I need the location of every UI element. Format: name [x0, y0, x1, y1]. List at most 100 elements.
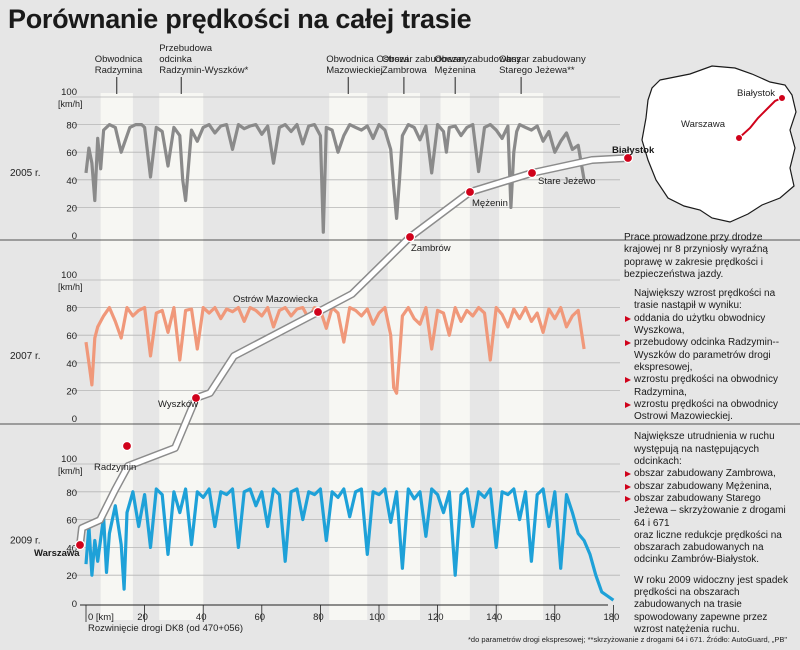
x-tick-label: 180	[603, 612, 619, 623]
zone-label: Obwodnica Radzymina	[95, 54, 143, 76]
route-city-label: Stare Jeżewo	[538, 176, 596, 187]
x-tick-label: 100	[369, 612, 385, 623]
list-item: oddania do użytku obwodnicy Wyszkowa,	[624, 313, 796, 338]
side-panel: Prace prowadzone przy drodze krajowej nr…	[624, 232, 796, 643]
year-label: 2007 r.	[10, 351, 41, 362]
list-item: obszar zabudowany Mężenina,	[624, 481, 796, 493]
y-tick-label: 60	[66, 331, 77, 342]
route-city-dot	[74, 539, 86, 551]
year-label: 2009 r.	[10, 536, 41, 547]
side-p2-intro: Największy wzrost prędkości na trasie na…	[634, 288, 776, 312]
map-city-label: Białystok	[737, 88, 775, 99]
series-line	[84, 487, 615, 602]
y-tick-label: 0	[72, 231, 77, 242]
route-city-dot	[526, 167, 538, 179]
zone-label: Obszar zabudowany Mężenina	[435, 54, 522, 76]
side-paragraph-2: Największy wzrost prędkości na trasie na…	[624, 288, 796, 423]
route-city-label: Wyszków	[158, 399, 198, 410]
y-tick-label: 40	[66, 543, 77, 554]
map-city-dot	[778, 94, 786, 102]
side-p3-outro: oraz liczne redukcje prędkości na obszar…	[634, 529, 782, 566]
map-route	[738, 97, 783, 139]
route-city-label: Białystok	[612, 145, 655, 156]
y-tick-label: 100	[61, 454, 77, 465]
y-tick-label: 80	[66, 304, 77, 315]
side-paragraph-3: Największe utrudnienia w ruchu występują…	[624, 431, 796, 566]
x-tick-label: 20	[137, 612, 148, 623]
side-paragraph-4: W roku 2009 widoczny jest spadek prędkoś…	[634, 574, 788, 635]
list-item: obszar zabudowany Zambrowa,	[624, 468, 796, 480]
route-city-label: Mężenin	[472, 198, 508, 209]
route-overlay: Warszawa Radzymin Wyszków Ostrów Mazowiecka…	[34, 145, 655, 559]
zone-label-line: Obszar zabudowany	[382, 54, 469, 65]
zone-label-line: Obszar zabudowany	[435, 54, 522, 65]
series-line	[84, 306, 586, 395]
poland-outline	[641, 65, 797, 223]
y-tick-label: 60	[66, 148, 77, 159]
route-city-dot	[404, 231, 416, 243]
route-city-label: Radzymin	[94, 462, 136, 473]
route-city-dot	[312, 306, 324, 318]
list-item: wzrostu prędkości na obwodnicy Radzymina…	[624, 374, 796, 399]
x-tick-label: 40	[196, 612, 207, 623]
y-tick-label: 20	[66, 571, 77, 582]
zone-label-line: Przebudowa	[159, 43, 213, 54]
zone-label-line: Starego Jeżewa**	[499, 65, 575, 76]
x-tick-label: 60	[255, 612, 266, 623]
x-axis-title: Rozwinięcie drogi DK8 (od 470+056)	[88, 623, 243, 634]
list-item: przebudowy odcinka Radzymin--Wyszków do …	[624, 337, 796, 374]
route-road	[77, 155, 631, 548]
year-label: 2005 r.	[10, 168, 41, 179]
zone-label-line: Obszar zabudowany	[499, 54, 586, 65]
route-city-dot	[190, 392, 202, 404]
y-tick-label: 0	[72, 599, 77, 610]
zone-band	[440, 93, 470, 620]
x-tick-label: 80	[313, 612, 324, 623]
y-unit-label: [km/h]	[58, 466, 83, 476]
map-city-dot	[735, 134, 743, 142]
x-axis: 0 [km] 20 40 60 80 100 120 140 160 180 Rozwinięcie…	[80, 604, 619, 634]
route-city-label: Ostrów Mazowiecka	[233, 294, 319, 305]
y-tick-label: 100	[61, 87, 77, 98]
x-tick-label: 120	[428, 612, 444, 623]
y-tick-label: 80	[66, 121, 77, 132]
zone-label: Przebudowa odcinka Radzymin-Wyszków*	[159, 43, 248, 76]
zone-label-line: Obwodnica	[95, 54, 143, 65]
route-city-label: Warszawa	[34, 548, 80, 559]
zone-label-line: Radzymina	[95, 65, 143, 76]
route-city-dot	[464, 186, 476, 198]
list-item: wzrostu prędkości na obwodnicy Ostrowi M…	[624, 399, 796, 424]
zone-label-line: odcinka	[159, 54, 192, 65]
zone-label-line: Mężenina	[435, 65, 477, 76]
y-tick-label: 0	[72, 414, 77, 425]
y-tick-label: 20	[66, 386, 77, 397]
zone-label-line: Radzymin-Wyszków*	[159, 65, 248, 76]
zone-label: Obwodnica Ostrowi Mazowieckiej	[326, 54, 408, 76]
zone-label-line: Zambrowa	[382, 65, 428, 76]
page-title: Porównanie prędkości na całej trasie	[8, 4, 472, 34]
y-tick-label: 100	[61, 270, 77, 281]
y-unit-label: [km/h]	[58, 99, 83, 109]
speed-series	[84, 122, 615, 602]
x-tick-label: 160	[545, 612, 561, 623]
zone-label: Obszar zabudowany Starego Jeżewa**	[499, 54, 586, 76]
zone-band	[329, 93, 368, 620]
series-line	[84, 122, 586, 234]
map-city-label: Warszawa	[681, 119, 726, 130]
y-tick-label: 80	[66, 488, 77, 499]
x-tick-label: 0 [km]	[88, 612, 114, 623]
route-city-dot	[622, 152, 634, 164]
list-item: obszar zabudowany Starego Jeżewa – skrzy…	[624, 493, 796, 530]
side-paragraph-1: Prace prowadzone przy drodze krajowej nr…	[624, 232, 768, 280]
route-city-dot	[121, 440, 133, 452]
side-p3-intro: Największe utrudnienia w ruchu występują…	[634, 431, 775, 468]
zone-label-line: Obwodnica Ostrowi	[326, 54, 408, 65]
side-p2-list: oddania do użytku obwodnicy Wyszkowa, pr…	[624, 313, 796, 424]
poland-map: Białystok Warszawa	[641, 65, 797, 223]
y-unit-label: [km/h]	[58, 282, 83, 292]
y-tick-label: 40	[66, 359, 77, 370]
y-tick-label: 20	[66, 203, 77, 214]
route-city-label: Zambrów	[411, 243, 451, 254]
